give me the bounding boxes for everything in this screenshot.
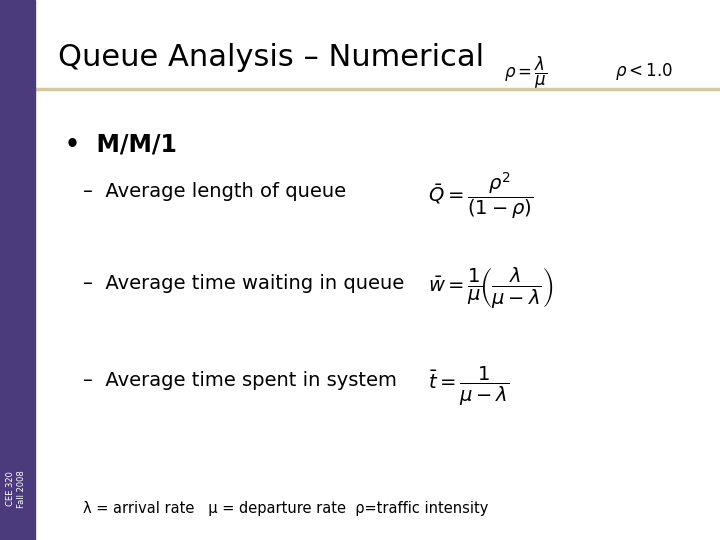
- Text: Queue Analysis – Numerical: Queue Analysis – Numerical: [58, 43, 484, 72]
- Text: λ = arrival rate   μ = departure rate  ρ=traffic intensity: λ = arrival rate μ = departure rate ρ=tr…: [83, 501, 488, 516]
- Text: CEE 320
Fall 2008: CEE 320 Fall 2008: [6, 470, 25, 508]
- Bar: [0, 0, 35, 540]
- Text: $\bar{w} = \dfrac{1}{\mu}\!\left(\dfrac{\lambda}{\mu - \lambda}\right)$: $\bar{w} = \dfrac{1}{\mu}\!\left(\dfrac{…: [428, 265, 554, 310]
- Text: $\rho < 1.0$: $\rho < 1.0$: [616, 61, 673, 82]
- Text: –  Average time spent in system: – Average time spent in system: [83, 371, 397, 390]
- Text: $\bar{Q} = \dfrac{\rho^2}{(1-\rho)}$: $\bar{Q} = \dfrac{\rho^2}{(1-\rho)}$: [428, 170, 534, 221]
- Text: •  M/M/1: • M/M/1: [65, 132, 176, 156]
- Text: $\bar{t} = \dfrac{1}{\mu - \lambda}$: $\bar{t} = \dfrac{1}{\mu - \lambda}$: [428, 364, 510, 408]
- Text: –  Average time waiting in queue: – Average time waiting in queue: [83, 274, 404, 293]
- Text: –  Average length of queue: – Average length of queue: [83, 182, 346, 201]
- Text: $\rho = \dfrac{\lambda}{\mu}$: $\rho = \dfrac{\lambda}{\mu}$: [504, 55, 547, 91]
